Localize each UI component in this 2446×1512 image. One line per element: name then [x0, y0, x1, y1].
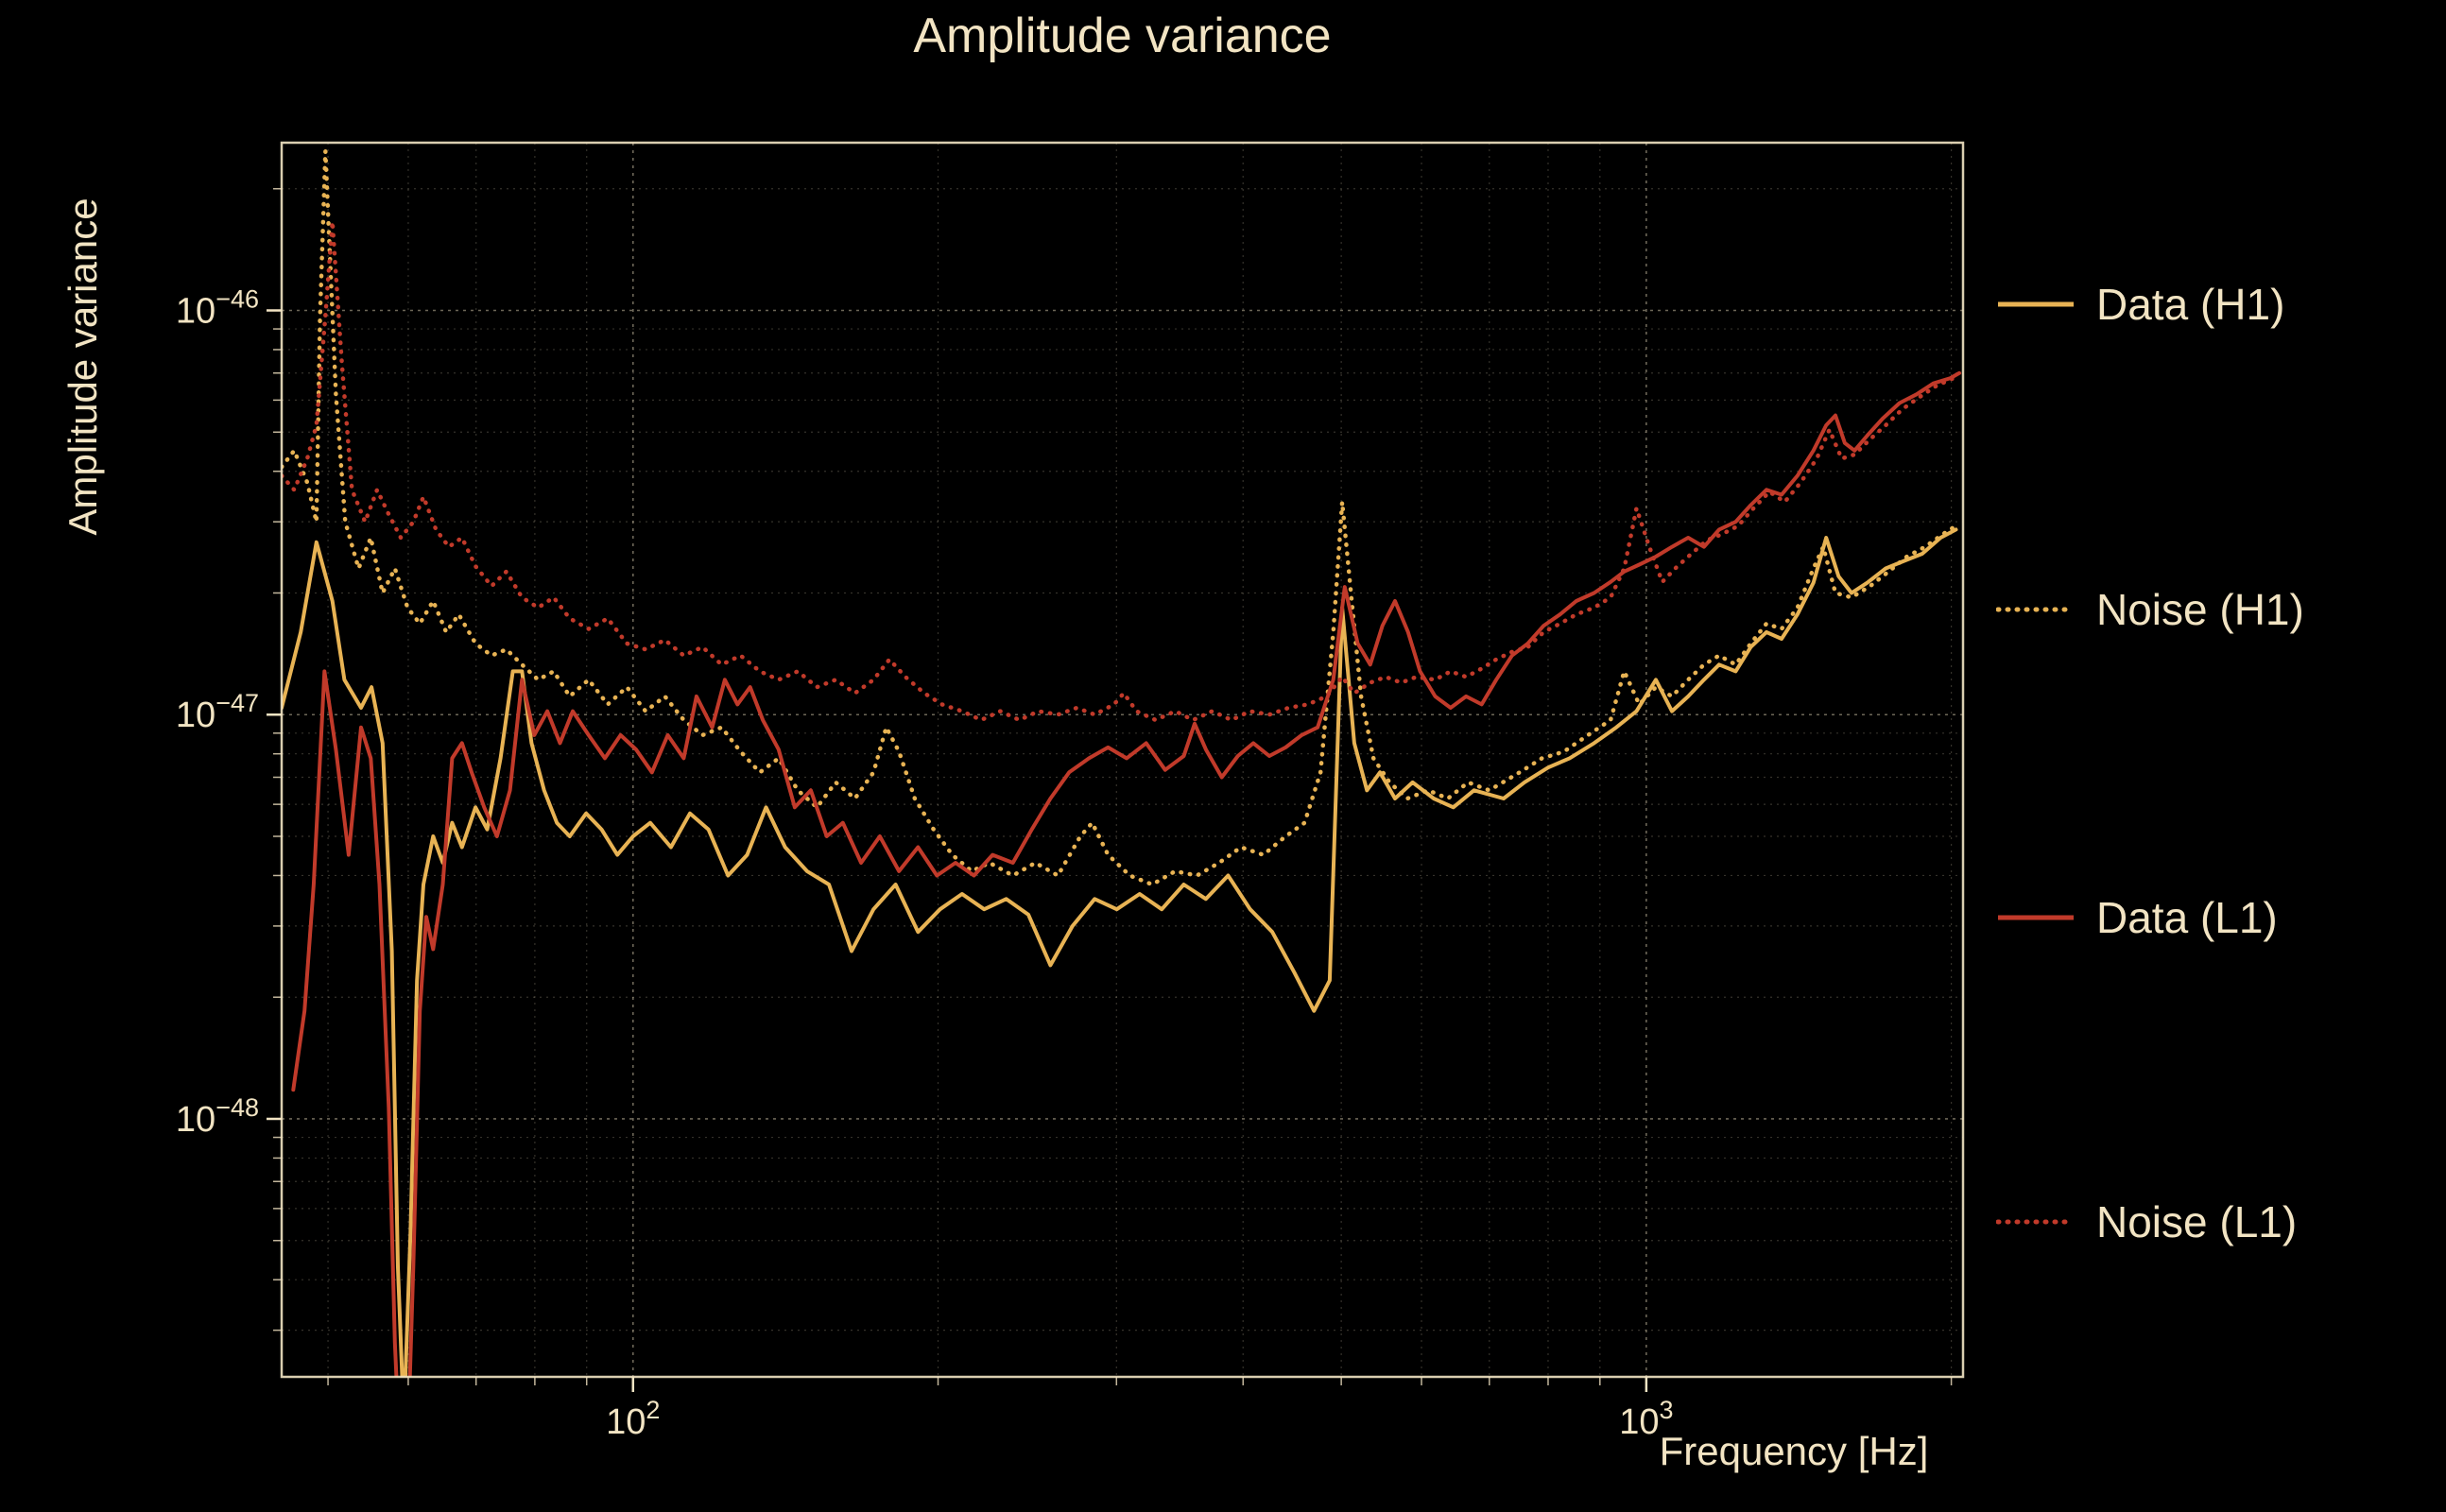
legend-item-data-l1: Data (L1)	[1996, 889, 2278, 946]
svg-text:102: 102	[606, 1396, 660, 1442]
legend-item-noise-l1: Noise (L1)	[1996, 1194, 2297, 1250]
noise-h1-line-sample-icon	[1996, 607, 2076, 612]
svg-text:10−47: 10−47	[176, 689, 259, 735]
svg-text:103: 103	[1619, 1396, 1673, 1442]
noise-l1-line-sample-icon	[1996, 1219, 2076, 1225]
data-h1-line-sample-icon	[1998, 301, 2074, 307]
svg-text:10−46: 10−46	[176, 285, 259, 332]
x-axis-label: Frequency [Hz]	[1659, 1429, 1929, 1473]
legend-item-data-h1: Data (H1)	[1996, 276, 2284, 333]
data-l1-line-sample-icon	[1998, 915, 2074, 920]
legend: Data (H1) Noise (H1) Data (L1) Noise (L1…	[1996, 0, 2440, 1512]
chart-title: Amplitude variance	[913, 9, 1332, 63]
legend-label: Noise (L1)	[2096, 1197, 2298, 1246]
svg-text:10−48: 10−48	[176, 1093, 259, 1140]
legend-label: Data (H1)	[2096, 280, 2285, 329]
legend-item-noise-h1: Noise (H1)	[1996, 581, 2304, 638]
y-axis-label: Amplitude variance	[60, 198, 105, 536]
legend-label: Noise (H1)	[2096, 585, 2304, 634]
legend-label: Data (L1)	[2096, 893, 2278, 942]
